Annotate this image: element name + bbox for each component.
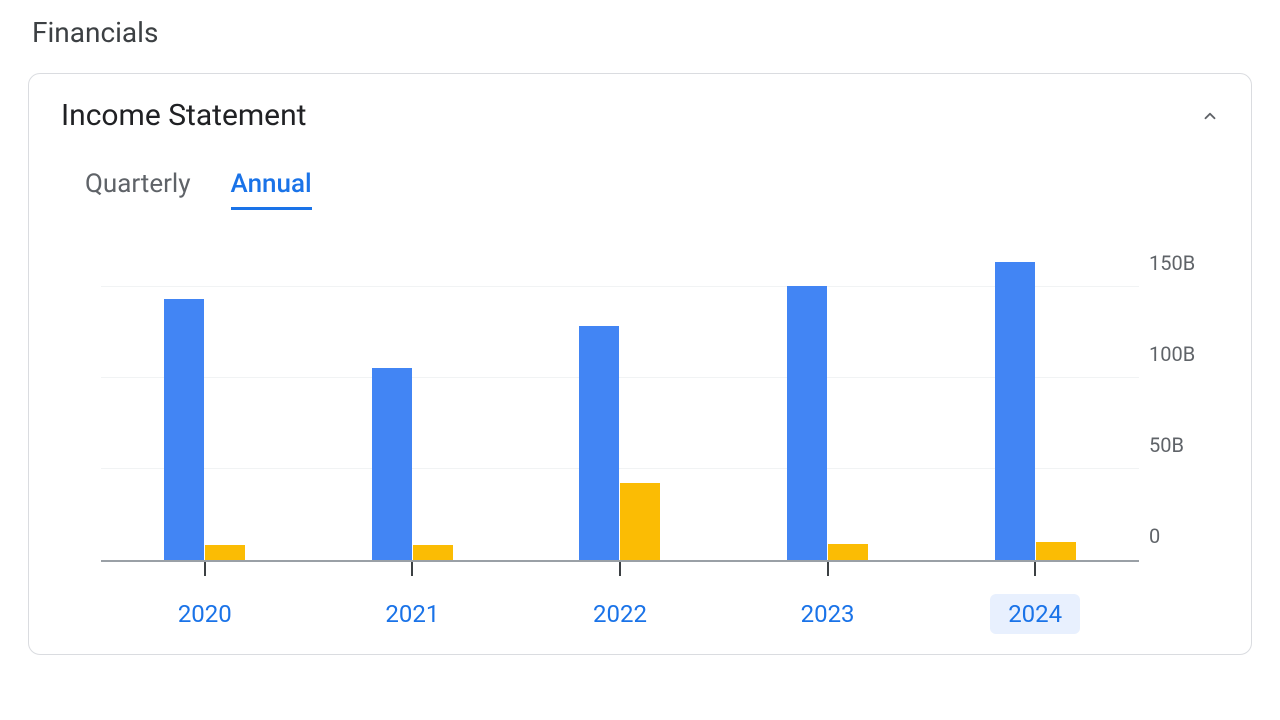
x-axis-label-2024[interactable]: 2024	[990, 594, 1080, 634]
bar-primary[interactable]	[372, 368, 412, 560]
collapse-icon[interactable]	[1201, 107, 1219, 125]
bar-secondary[interactable]	[205, 545, 245, 560]
tab-quarterly[interactable]: Quarterly	[85, 169, 191, 210]
x-axis-tick	[827, 562, 829, 576]
x-axis-label-2021[interactable]: 2021	[367, 594, 457, 634]
bar-group-2020	[164, 299, 245, 560]
tab-annual[interactable]: Annual	[231, 169, 312, 210]
income-statement-card: Income Statement Quarterly Annual 0 50B 100…	[28, 73, 1252, 655]
bar-group-2023	[787, 286, 868, 560]
bars-row	[101, 242, 1139, 560]
x-axis-label-2023[interactable]: 2023	[783, 594, 873, 634]
bar-primary[interactable]	[995, 262, 1035, 560]
x-axis-label-2020[interactable]: 2020	[160, 594, 250, 634]
y-axis-label: 100B	[1149, 342, 1209, 366]
bar-secondary[interactable]	[620, 483, 660, 560]
bar-group-2024	[995, 262, 1076, 560]
bar-group-2021	[372, 368, 453, 560]
page-title: Financials	[32, 16, 1252, 49]
y-axis-label: 0	[1149, 524, 1209, 548]
x-axis-tick	[1034, 562, 1036, 576]
period-tabs: Quarterly Annual	[85, 169, 1219, 210]
bar-primary[interactable]	[164, 299, 204, 560]
bar-secondary[interactable]	[828, 544, 868, 560]
bar-secondary[interactable]	[1036, 542, 1076, 560]
x-axis-label-2022[interactable]: 2022	[575, 594, 665, 634]
income-chart: 0 50B 100B 150B 2020 2021 2022 2023 2024	[61, 242, 1219, 634]
x-axis-tick	[411, 562, 413, 576]
bar-primary[interactable]	[579, 326, 619, 560]
y-axis-label: 150B	[1149, 251, 1209, 275]
bar-secondary[interactable]	[413, 545, 453, 560]
bar-group-2022	[579, 326, 660, 560]
x-axis-tick	[204, 562, 206, 576]
card-title: Income Statement	[61, 98, 306, 133]
x-axis-tick	[619, 562, 621, 576]
card-header: Income Statement	[61, 98, 1219, 133]
y-axis-label: 50B	[1149, 433, 1209, 457]
bar-primary[interactable]	[787, 286, 827, 560]
